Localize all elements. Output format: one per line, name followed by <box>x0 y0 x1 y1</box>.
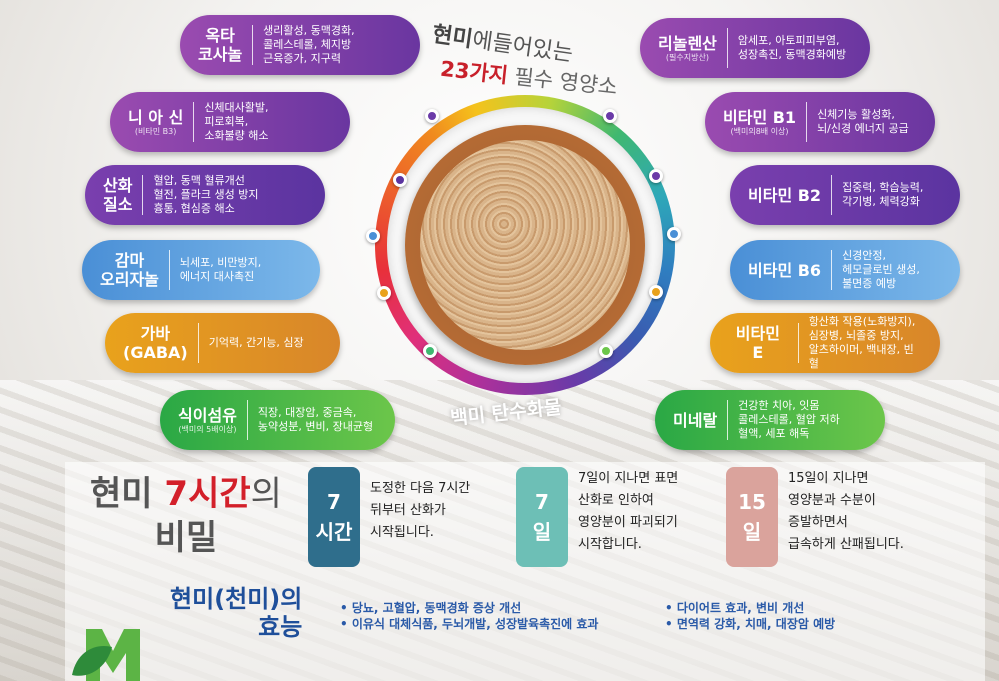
ring-dot <box>377 286 391 300</box>
divider <box>806 102 808 142</box>
nutrient-right-5: 미네랄 건강한 치아, 잇몸 콜레스테롤, 혈압 저하 혈액, 세포 해독 <box>655 390 885 450</box>
nutrient-desc: 생리활성, 동맥경화, 콜레스테롤, 체지방 근육증가, 지구력 <box>263 24 355 65</box>
nutrient-left-0: 옥타 코사놀 생리활성, 동맥경화, 콜레스테롤, 체지방 근육증가, 지구력 <box>180 15 420 75</box>
nutrient-left-3: 감마 오리자놀 뇌세포, 비만방지, 에너지 대사촉진 <box>82 240 320 300</box>
nutrient-desc: 직장, 대장암, 중금속, 농약성분, 변비, 장내균형 <box>257 406 374 433</box>
ring-dot <box>393 173 407 187</box>
nutrient-name: 비타민 B6 <box>748 260 822 280</box>
nutrient-name: 니 아 신 (비타민 B3) <box>128 107 184 136</box>
nutrient-name: 가바 (GABA) <box>123 324 188 362</box>
divider <box>246 400 248 440</box>
ring-dot <box>423 344 437 358</box>
timeline-text: 7일이 지나면 표면 산화로 인하여 영양분이 파괴되기 시작합니다. <box>578 471 679 552</box>
nutrient-desc: 기억력, 간기능, 심장 <box>208 336 304 349</box>
nutrient-name: 산화 질소 <box>103 176 133 214</box>
nutrient-right-2: 비타민 B2 집중력, 학습능력, 각기병, 체력강화 <box>730 165 960 225</box>
nutrient-desc: 항산화 작용(노화방지), 심장병, 뇌졸중 방지, 알츠하이머, 백내장, 빈… <box>808 315 916 370</box>
nutrient-right-4: 비타민 E 항산화 작용(노화방지), 심장병, 뇌졸중 방지, 알츠하이머, 백… <box>710 313 940 373</box>
logo-icon <box>72 629 140 681</box>
divider <box>727 400 729 440</box>
nutrient-left-2: 산화 질소 혈압, 동맥 혈류개선 혈전, 플라크 생성 방지 흉통, 협심증 해… <box>85 165 325 225</box>
divider <box>726 28 728 68</box>
nutrient-desc: 신체기능 활성화, 뇌/신경 에너지 공급 <box>817 108 909 135</box>
nutrient-name: 옥타 코사놀 <box>198 26 243 64</box>
ring-dot <box>599 344 613 358</box>
nutrient-name: 리놀렌산 (필수지방산) <box>658 33 717 62</box>
ring-dot <box>366 229 380 243</box>
nutrient-name: 비타민 B1 (백미의8배 이상) <box>723 107 797 136</box>
divider <box>831 175 833 215</box>
nutrient-left-4: 가바 (GABA) 기억력, 간기능, 심장 <box>105 313 340 373</box>
timeline-badge: 15 일 <box>726 467 778 567</box>
ring-dot <box>425 109 439 123</box>
nutrient-left-5: 식이섬유 (백미의 5배이상) 직장, 대장암, 중금속, 농약성분, 변비, 장내… <box>160 390 395 450</box>
nutrient-left-1: 니 아 신 (비타민 B3) 신체대사활발, 피로회복, 소화불량 해소 <box>110 92 350 152</box>
divider <box>168 250 170 290</box>
divider <box>252 25 254 65</box>
ring-dot <box>667 227 681 241</box>
nutrient-desc: 암세포, 아토피피부염, 성장촉진, 동맥경화예방 <box>737 34 847 61</box>
nutrient-name: 식이섬유 (백미의 5배이상) <box>178 405 237 434</box>
ring-dot <box>603 109 617 123</box>
nutrient-right-0: 리놀렌산 (필수지방산) 암세포, 아토피피부염, 성장촉진, 동맥경화예방 <box>640 18 870 78</box>
effects-list-1: • 당뇨, 고혈압, 동맥경화 증상 개선 • 이유식 대체식품, 두뇌개발, … <box>340 601 599 631</box>
effects-list-2: • 다이어트 효과, 변비 개선 • 면역력 강화, 치매, 대장암 예방 <box>665 601 836 631</box>
nutrient-desc: 신경안정, 헤모글로빈 생성, 불면증 예방 <box>842 249 920 290</box>
nutrient-name: 비타민 B2 <box>748 185 822 205</box>
nutrient-desc: 집중력, 학습능력, 각기병, 체력강화 <box>842 181 924 208</box>
secret-heading: 현미 7시간의 비밀 <box>90 474 282 558</box>
timeline-badge: 7 시간 <box>308 467 360 567</box>
nutrient-desc: 혈압, 동맥 혈류개선 혈전, 플라크 생성 방지 흉통, 협심증 해소 <box>153 174 259 215</box>
divider <box>193 102 195 142</box>
nutrient-desc: 건강한 치아, 잇몸 콜레스테롤, 혈압 저하 혈액, 세포 해독 <box>738 399 840 440</box>
divider <box>831 250 833 290</box>
timeline-text: 15일이 지나면 영양분과 수분이 증발하면서 급속하게 산패됩니다. <box>788 471 904 552</box>
divider <box>797 323 799 363</box>
nutrient-right-3: 비타민 B6 신경안정, 헤모글로빈 생성, 불면증 예방 <box>730 240 960 300</box>
nutrient-desc: 신체대사활발, 피로회복, 소화불량 해소 <box>204 101 269 142</box>
brown-rice-image <box>420 140 630 350</box>
nutrient-name: 감마 오리자놀 <box>100 251 159 289</box>
divider <box>197 323 199 363</box>
nutrient-right-1: 비타민 B1 (백미의8배 이상) 신체기능 활성화, 뇌/신경 에너지 공급 <box>705 92 935 152</box>
nutrient-desc: 뇌세포, 비만방지, 에너지 대사촉진 <box>179 256 262 283</box>
ring-dot <box>649 169 663 183</box>
ring-dot <box>649 285 663 299</box>
divider <box>142 175 144 215</box>
effects-heading: 현미(천미)의 효능 <box>170 585 303 641</box>
timeline-text: 도정한 다음 7시간 뒤부터 산화가 시작됩니다. <box>370 481 471 540</box>
nutrient-name: 비타민 E <box>735 324 780 362</box>
nutrient-name: 미네랄 <box>673 410 718 430</box>
